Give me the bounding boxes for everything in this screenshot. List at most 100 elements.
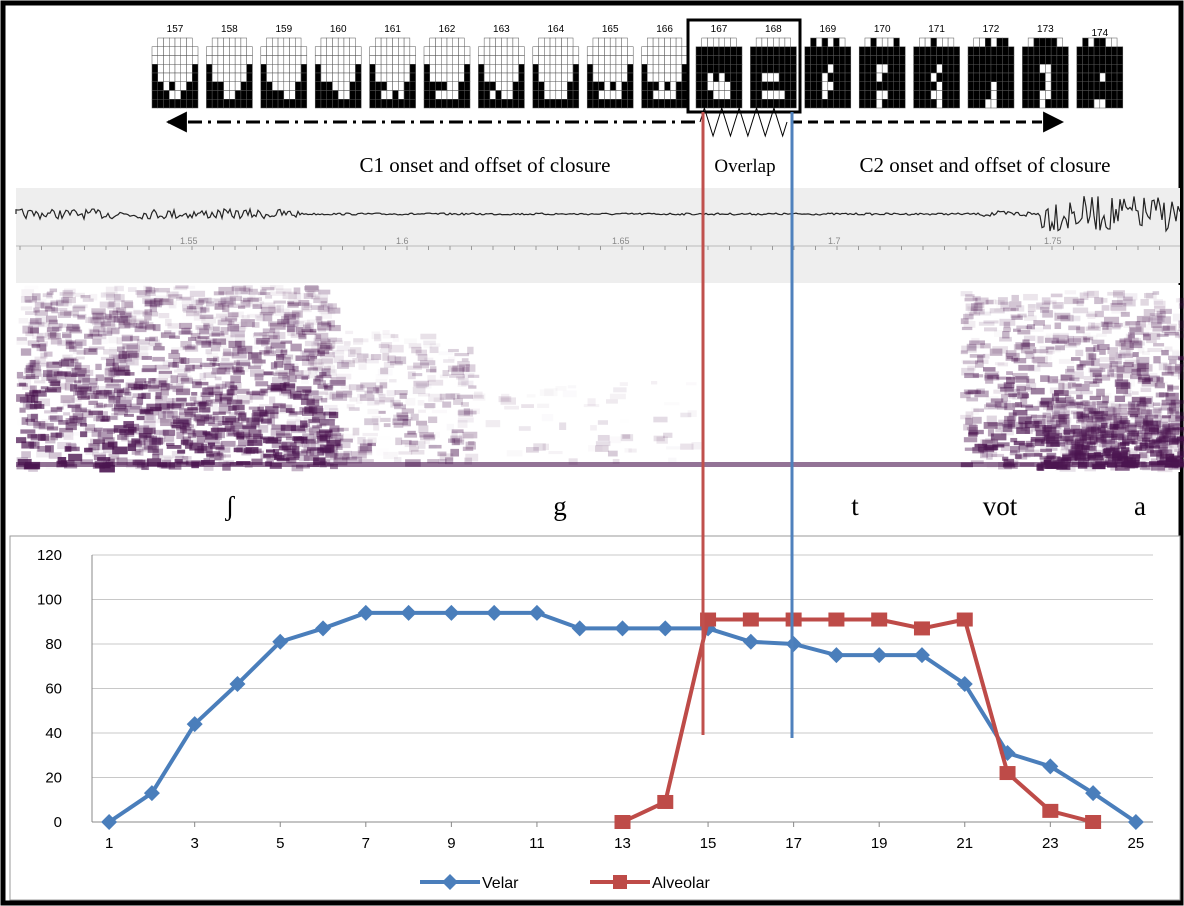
epg-cell bbox=[676, 91, 682, 100]
spectro-cell bbox=[304, 303, 312, 308]
epg-cell bbox=[464, 82, 470, 91]
y-tick-label: 60 bbox=[45, 681, 62, 698]
epg-cell bbox=[261, 64, 267, 73]
epg-cell bbox=[1088, 82, 1094, 91]
epg-cell bbox=[152, 82, 158, 91]
epg-cell bbox=[587, 91, 593, 100]
epg-cell bbox=[187, 99, 193, 108]
epg-cell bbox=[954, 64, 960, 73]
epg-cell bbox=[370, 56, 376, 65]
epg-cell bbox=[235, 99, 241, 108]
epg-cell bbox=[985, 82, 991, 91]
epg-cell bbox=[272, 73, 278, 82]
spectro-cell bbox=[271, 362, 277, 369]
epg-cell bbox=[315, 99, 321, 108]
epg-cell bbox=[478, 64, 484, 73]
spectro-cell bbox=[404, 338, 417, 344]
x-tick-label: 7 bbox=[362, 835, 370, 852]
epg-cell bbox=[1077, 73, 1083, 82]
epg-cell bbox=[750, 64, 756, 73]
marker bbox=[828, 613, 844, 627]
epg-cell bbox=[731, 99, 737, 108]
spectro-cell bbox=[462, 432, 477, 439]
spectro-cell bbox=[27, 422, 41, 426]
epg-cell bbox=[387, 82, 393, 91]
epg-cell bbox=[424, 99, 430, 108]
spectro-cell bbox=[289, 412, 298, 417]
spectro-cell bbox=[1094, 411, 1108, 416]
spectro-cell bbox=[590, 425, 597, 430]
epg-cell bbox=[410, 56, 416, 65]
spectro-cell bbox=[1166, 402, 1179, 405]
epg-cell bbox=[404, 47, 410, 56]
epg-cell bbox=[459, 56, 465, 65]
spectro-cell bbox=[1064, 436, 1070, 440]
epg-cell bbox=[235, 64, 241, 73]
spectro-cell bbox=[171, 375, 178, 383]
epg-cell bbox=[828, 56, 834, 65]
epg-cell bbox=[327, 47, 333, 56]
spectro-cell bbox=[1110, 373, 1118, 379]
spectro-cell bbox=[81, 395, 90, 399]
y-tick-label: 0 bbox=[54, 814, 62, 831]
spectro-cell bbox=[248, 352, 262, 360]
epg-cell bbox=[948, 99, 954, 108]
epg-cell bbox=[805, 56, 811, 65]
spectro-cell bbox=[1141, 388, 1152, 392]
epg-cell bbox=[822, 82, 828, 91]
epg-cell bbox=[604, 47, 610, 56]
epg-cell bbox=[544, 99, 550, 108]
epg-cell bbox=[562, 82, 568, 91]
epg-cell bbox=[839, 73, 845, 82]
spectro-cell bbox=[235, 334, 245, 341]
spectro-cell bbox=[349, 407, 360, 411]
epg-cell bbox=[899, 56, 905, 65]
epg-cell bbox=[914, 73, 920, 82]
epg-cell bbox=[424, 82, 430, 91]
spectro-cell bbox=[176, 297, 191, 301]
spectro-cell bbox=[1169, 360, 1176, 365]
epg-cell bbox=[828, 64, 834, 73]
spectro-cell bbox=[114, 286, 123, 291]
spectro-cell bbox=[468, 385, 476, 388]
spectro-cell bbox=[1123, 322, 1129, 328]
epg-cell bbox=[791, 64, 797, 73]
spectro-cell bbox=[1123, 293, 1137, 300]
epg-cell bbox=[622, 64, 628, 73]
epg-cell bbox=[659, 56, 665, 65]
epg-cell bbox=[1094, 56, 1100, 65]
epg-cell bbox=[496, 82, 502, 91]
spectro-cell bbox=[380, 368, 388, 375]
frame-label: 165 bbox=[602, 24, 619, 35]
spectro-cell bbox=[450, 449, 459, 457]
epg-cell bbox=[811, 56, 817, 65]
epg-cell bbox=[181, 82, 187, 91]
epg-cell bbox=[387, 99, 393, 108]
epg-cell bbox=[350, 82, 356, 91]
epg-cell bbox=[267, 82, 273, 91]
annotation: C2 onset and offset of closure bbox=[860, 153, 1111, 177]
epg-cell bbox=[187, 38, 193, 47]
epg-cell bbox=[616, 38, 622, 47]
spectro-cell bbox=[331, 377, 346, 385]
epg-cell bbox=[284, 73, 290, 82]
epg-cell bbox=[1028, 47, 1034, 56]
spectro-cell bbox=[519, 426, 531, 431]
spectro-cell bbox=[608, 436, 621, 443]
epg-cell bbox=[404, 73, 410, 82]
spectro-cell bbox=[344, 341, 350, 346]
epg-cell bbox=[834, 56, 840, 65]
spectro-cell bbox=[59, 428, 73, 432]
spectro-cell bbox=[1161, 416, 1170, 423]
spectro-cell bbox=[253, 412, 265, 416]
epg-cell bbox=[192, 99, 198, 108]
spectro-cell bbox=[57, 371, 70, 378]
spectro-cell bbox=[445, 344, 453, 350]
epg-cell bbox=[762, 99, 768, 108]
epg-cell bbox=[544, 64, 550, 73]
frame-label: 160 bbox=[330, 24, 347, 35]
spectro-cell bbox=[982, 452, 997, 457]
epg-cell bbox=[702, 56, 708, 65]
spectro-cell bbox=[1028, 304, 1036, 312]
spectro-cell bbox=[204, 363, 213, 369]
